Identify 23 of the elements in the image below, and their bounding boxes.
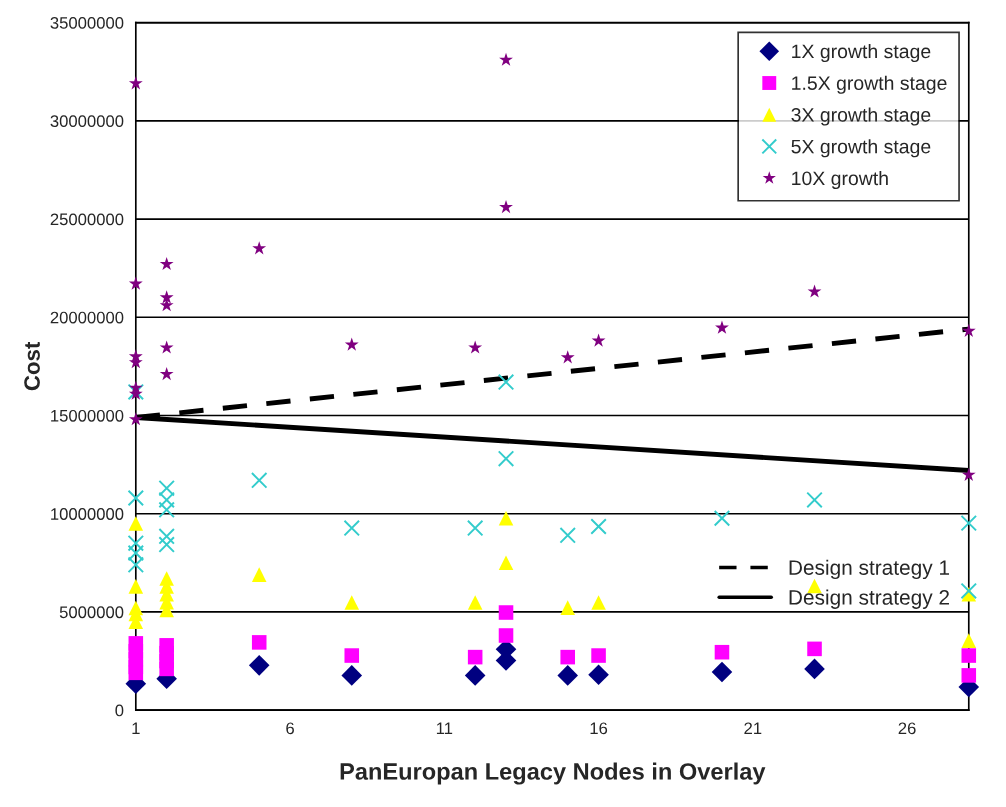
x-axis-title: PanEuropan Legacy Nodes in Overlay xyxy=(340,762,766,785)
legend-label: Design strategy 2 xyxy=(789,589,949,609)
y-tick-label: 25000000 xyxy=(50,213,124,226)
y-tick-label: 35000000 xyxy=(50,17,124,29)
x-tick-label: 16 xyxy=(590,722,608,735)
y-axis-title: Cost xyxy=(24,341,40,391)
legend-label: 1.5X growth stage xyxy=(792,75,947,94)
legend-label: Design strategy 1 xyxy=(789,559,950,580)
legend-label: 5X growth stage xyxy=(791,139,931,158)
x-tick-label: 1 xyxy=(132,722,140,735)
legend-label: 1X growth stage xyxy=(792,43,931,63)
x-tick-label: 11 xyxy=(436,722,453,735)
y-tick-label: 20000000 xyxy=(50,311,124,324)
y-tick-label: 30000000 xyxy=(50,115,124,128)
x-tick-label: 6 xyxy=(286,722,294,735)
y-tick-label: 0 xyxy=(115,704,124,717)
y-tick-label: 10000000 xyxy=(51,508,124,520)
x-tick-label: 26 xyxy=(898,722,916,735)
legend-label: 10X growth xyxy=(792,170,888,190)
y-tick-label: 15000000 xyxy=(51,409,124,422)
x-tick-label: 21 xyxy=(744,722,762,735)
legend-label: 3X growth stage xyxy=(791,107,931,126)
y-tick-label: 5000000 xyxy=(59,606,124,619)
